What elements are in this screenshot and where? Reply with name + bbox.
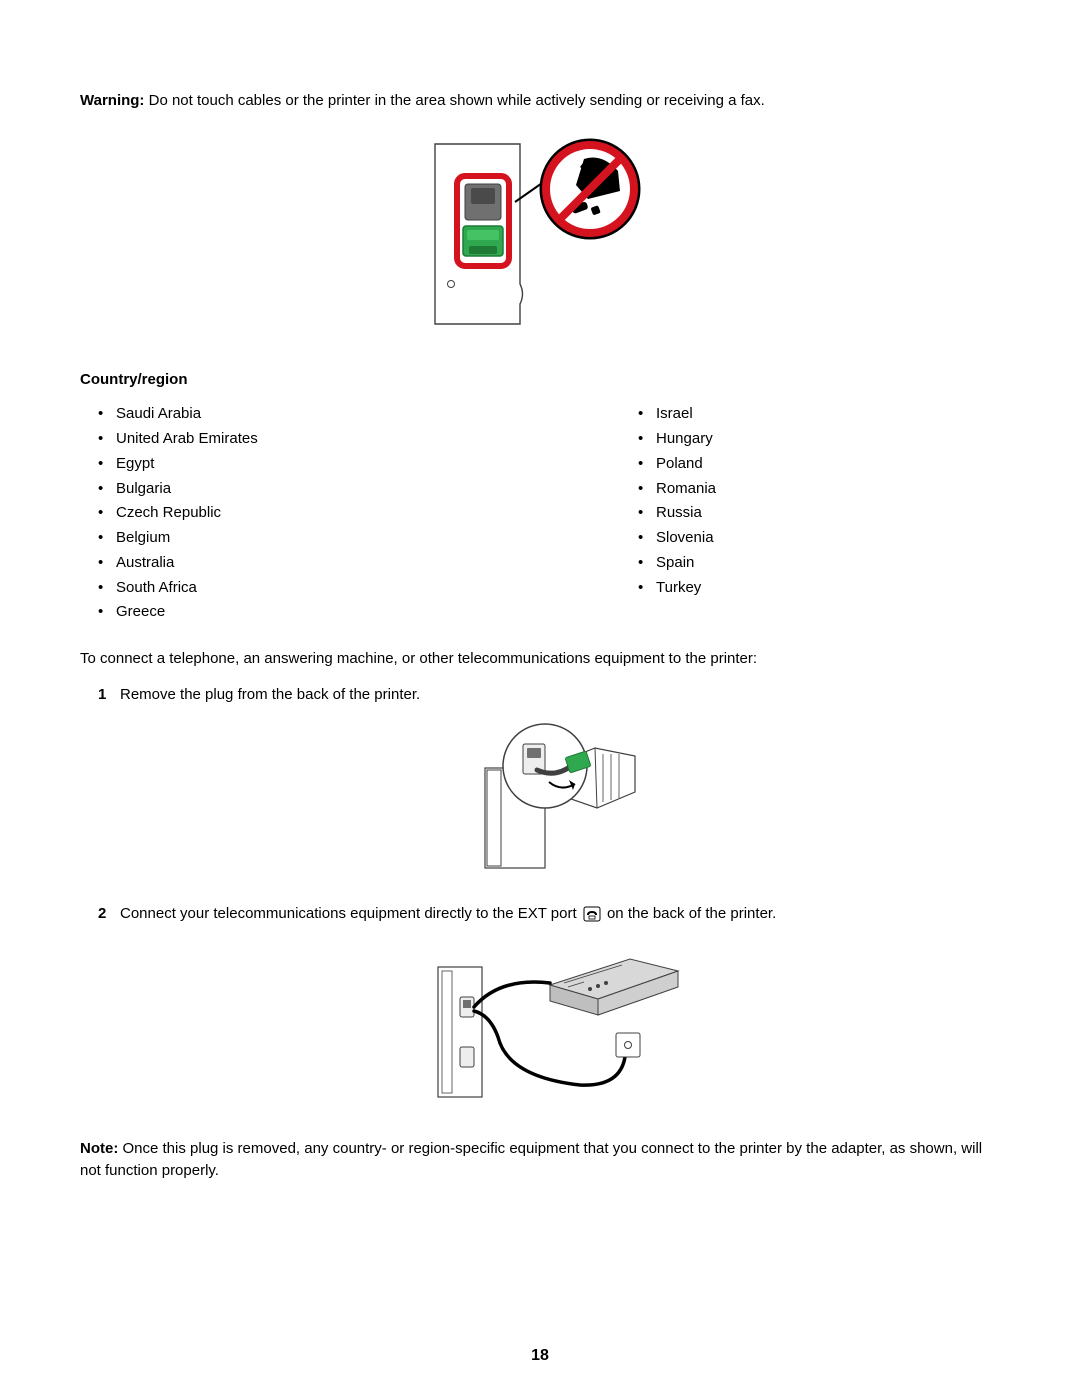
figure-no-touch bbox=[80, 134, 1000, 341]
step-1: Remove the plug from the back of the pri… bbox=[98, 684, 1000, 880]
step-1-text: Remove the plug from the back of the pri… bbox=[120, 686, 420, 703]
country-item: Saudi Arabia bbox=[98, 403, 620, 425]
country-item: Czech Republic bbox=[98, 502, 620, 524]
step-2-text-a: Connect your telecommunications equipmen… bbox=[120, 905, 581, 922]
steps-list: Remove the plug from the back of the pri… bbox=[80, 684, 1000, 1114]
country-item: United Arab Emirates bbox=[98, 428, 620, 450]
country-item: Greece bbox=[98, 601, 620, 623]
figure-remove-plug bbox=[120, 718, 1000, 880]
note-text: Once this plug is removed, any country- … bbox=[80, 1140, 982, 1179]
country-item: Australia bbox=[98, 552, 620, 574]
country-item: Hungary bbox=[638, 428, 1000, 450]
country-list-left: Saudi Arabia United Arab Emirates Egypt … bbox=[80, 403, 620, 623]
country-region-columns: Saudi Arabia United Arab Emirates Egypt … bbox=[80, 400, 1000, 626]
connect-intro: To connect a telephone, an answering mac… bbox=[80, 648, 1000, 670]
country-item: Russia bbox=[638, 502, 1000, 524]
country-region-heading: Country/region bbox=[80, 369, 1000, 391]
page-number: 18 bbox=[0, 1344, 1080, 1367]
warning-paragraph: Warning: Do not touch cables or the prin… bbox=[80, 90, 1000, 112]
country-item: Romania bbox=[638, 478, 1000, 500]
remove-plug-illustration bbox=[475, 718, 645, 873]
connect-ext-illustration bbox=[430, 937, 690, 1107]
no-touch-illustration bbox=[415, 134, 665, 334]
step-2: Connect your telecommunications equipmen… bbox=[98, 903, 1000, 1114]
ext-port-phone-icon bbox=[583, 906, 601, 922]
note-label: Note: bbox=[80, 1140, 118, 1157]
country-item: Slovenia bbox=[638, 527, 1000, 549]
country-item: Turkey bbox=[638, 577, 1000, 599]
figure-connect-ext bbox=[120, 937, 1000, 1114]
country-item: Bulgaria bbox=[98, 478, 620, 500]
step-2-text-b: on the back of the printer. bbox=[603, 905, 776, 922]
country-item: South Africa bbox=[98, 577, 620, 599]
warning-text: Do not touch cables or the printer in th… bbox=[144, 92, 764, 109]
country-item: Israel bbox=[638, 403, 1000, 425]
country-list-right: Israel Hungary Poland Romania Russia Slo… bbox=[620, 403, 1000, 598]
country-item: Belgium bbox=[98, 527, 620, 549]
note-paragraph: Note: Once this plug is removed, any cou… bbox=[80, 1138, 1000, 1182]
country-item: Egypt bbox=[98, 453, 620, 475]
warning-label: Warning: bbox=[80, 92, 144, 109]
country-item: Spain bbox=[638, 552, 1000, 574]
country-item: Poland bbox=[638, 453, 1000, 475]
